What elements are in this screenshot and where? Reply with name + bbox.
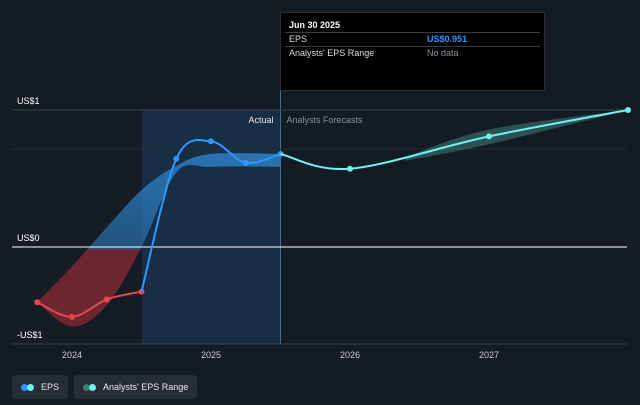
y-tick-label-top: US$1: [17, 96, 40, 106]
actual-highlight-region: [142, 110, 281, 344]
eps-point-forecast-2: [486, 133, 492, 140]
eps-point-actual-positive-2: [208, 138, 214, 145]
forecast-eps-range-band: [405, 110, 628, 161]
eps-point-forecast-1: [347, 165, 353, 172]
eps-line-actual-positive: [140, 139, 281, 292]
tooltip-range-value: No data: [427, 48, 459, 58]
eps-point-actual-negative-1: [69, 313, 75, 320]
chart-legend: EPS Analysts' EPS Range: [12, 375, 198, 399]
eps-tooltip: Jun 30 2025 EPS US$0.951 Analysts' EPS R…: [280, 12, 545, 91]
eps-chart: US$1 US$0 -US$1 2024 2025 2026 2027 Actual Analy…: [12, 12, 631, 360]
range-legend-icon: [83, 383, 97, 391]
tooltip-eps-label: EPS: [289, 34, 308, 44]
tooltip-row-range: Analysts' EPS Range No data: [285, 46, 540, 60]
actual-eps-range-band: [37, 153, 281, 327]
legend-item-eps[interactable]: EPS: [12, 375, 69, 399]
eps-legend-icon: [21, 383, 35, 391]
x-tick-label-2026: 2026: [340, 350, 360, 360]
legend-range-label: Analysts' EPS Range: [103, 382, 189, 392]
y-tick-label-bottom: -US$1: [17, 330, 43, 340]
actual-section-label: Actual: [248, 115, 273, 125]
legend-eps-label: EPS: [41, 382, 60, 392]
eps-line-actual-negative: [36, 290, 142, 318]
tooltip-row-eps: EPS US$0.951: [285, 32, 540, 46]
tooltip-eps-value: US$0.951: [427, 34, 468, 44]
tooltip-range-label: Analysts' EPS Range: [289, 48, 375, 58]
eps-point-actual-positive-3: [242, 159, 249, 166]
eps-point-actual-negative-0: [34, 299, 41, 306]
eps-point-forecast-3: [625, 107, 631, 113]
x-tick-label-2025: 2025: [201, 350, 221, 360]
forecast-section-label: Analysts Forecasts: [287, 115, 364, 125]
chart-canvas: US$1 US$0 -US$1 2024 2025 2026 2027 Actual Analy…: [12, 12, 631, 360]
x-tick-label-2024: 2024: [62, 350, 82, 360]
eps-line-forecast: [280, 109, 629, 171]
eps-point-actual-negative-2: [103, 296, 110, 303]
eps-point-actual-positive-1: [173, 155, 180, 162]
tooltip-date: Jun 30 2025: [289, 20, 341, 30]
y-tick-label-zero: US$0: [17, 233, 40, 243]
legend-item-range[interactable]: Analysts' EPS Range: [74, 375, 198, 399]
x-tick-label-2027: 2027: [479, 350, 499, 360]
